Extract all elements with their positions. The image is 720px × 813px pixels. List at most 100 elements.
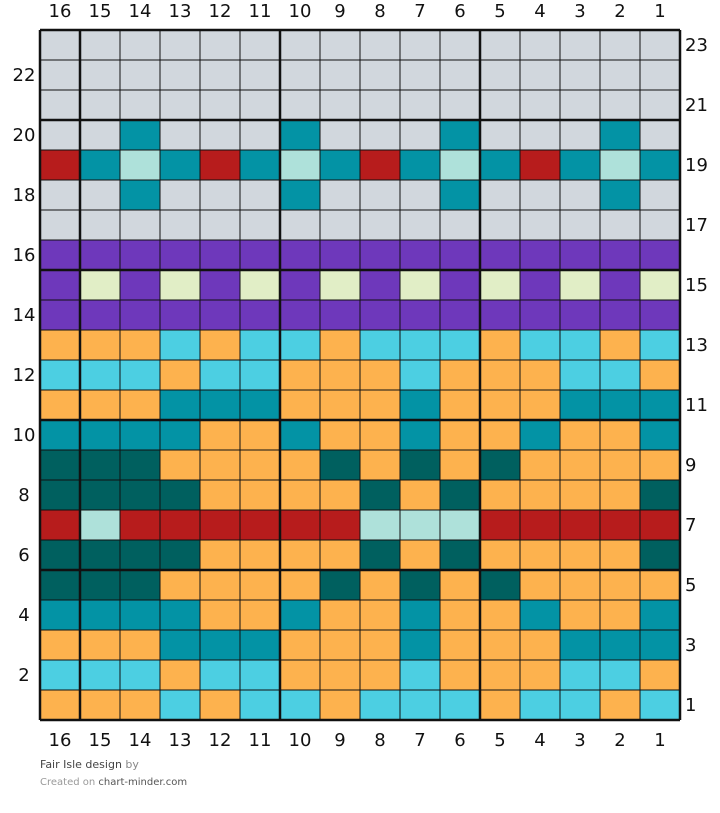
- chart-cell: [400, 390, 440, 420]
- chart-cell: [160, 660, 200, 690]
- row-label: 4: [18, 605, 29, 626]
- row-label: 16: [13, 245, 36, 266]
- column-label: 4: [534, 1, 545, 22]
- chart-cell: [120, 360, 160, 390]
- chart-cell: [440, 270, 480, 300]
- footer-created-line: Created on chart-minder.com: [40, 777, 187, 788]
- chart-cell: [440, 630, 480, 660]
- chart-cell: [120, 600, 160, 630]
- chart-cell: [200, 60, 240, 90]
- chart-cell: [120, 450, 160, 480]
- chart-cell: [40, 360, 80, 390]
- chart-cell: [40, 660, 80, 690]
- chart-cell: [200, 660, 240, 690]
- chart-cell: [600, 180, 640, 210]
- chart-cell: [480, 480, 520, 510]
- chart-cell: [600, 540, 640, 570]
- column-label: 11: [249, 1, 272, 22]
- chart-cell: [640, 690, 680, 720]
- chart-cell: [40, 210, 80, 240]
- chart-cell: [520, 390, 560, 420]
- chart-cell: [80, 360, 120, 390]
- footer-design-line: Fair Isle design by: [40, 758, 139, 771]
- chart-cell: [80, 150, 120, 180]
- chart-cell: [360, 690, 400, 720]
- chart-cell: [520, 570, 560, 600]
- chart-cell: [160, 240, 200, 270]
- chart-cell: [320, 90, 360, 120]
- chart-cell: [160, 330, 200, 360]
- column-label: 12: [209, 730, 232, 751]
- chart-cell: [240, 600, 280, 630]
- chart-cell: [40, 510, 80, 540]
- chart-cell: [560, 360, 600, 390]
- chart-cell: [640, 540, 680, 570]
- chart-cell: [40, 60, 80, 90]
- chart-cell: [640, 600, 680, 630]
- chart-cell: [520, 600, 560, 630]
- chart-cell: [80, 180, 120, 210]
- chart-cell: [640, 450, 680, 480]
- chart-cell: [280, 30, 320, 60]
- chart-cell: [560, 30, 600, 60]
- chart-cell: [400, 360, 440, 390]
- row-label: 13: [685, 335, 708, 356]
- chart-cell: [560, 300, 600, 330]
- chart-cell: [120, 150, 160, 180]
- chart-cell: [280, 510, 320, 540]
- chart-cell: [480, 240, 520, 270]
- row-label: 9: [685, 455, 696, 476]
- chart-cell: [280, 420, 320, 450]
- chart-cell: [360, 330, 400, 360]
- chart-cell: [240, 210, 280, 240]
- chart-cell: [200, 420, 240, 450]
- chart-cell: [480, 450, 520, 480]
- chart-cell: [360, 30, 400, 60]
- chart-cell: [120, 30, 160, 60]
- chart-cell: [480, 180, 520, 210]
- chart-cell: [360, 630, 400, 660]
- chart-cell: [200, 510, 240, 540]
- chart-cell: [560, 600, 600, 630]
- chart-cell: [360, 90, 400, 120]
- column-label: 8: [374, 1, 385, 22]
- row-label: 18: [13, 185, 36, 206]
- chart-cell: [400, 450, 440, 480]
- chart-cell: [360, 420, 400, 450]
- chart-cell: [240, 480, 280, 510]
- chart-cell: [200, 150, 240, 180]
- chart-cell: [640, 30, 680, 60]
- chart-cell: [200, 690, 240, 720]
- chart-cells: [40, 30, 680, 720]
- chart-cell: [240, 450, 280, 480]
- chart-cell: [280, 390, 320, 420]
- chart-cell: [40, 540, 80, 570]
- chart-cell: [280, 90, 320, 120]
- chart-cell: [320, 450, 360, 480]
- chart-cell: [600, 90, 640, 120]
- chart-cell: [80, 480, 120, 510]
- chart-cell: [400, 330, 440, 360]
- chart-cell: [200, 480, 240, 510]
- chart-cell: [240, 270, 280, 300]
- chart-cell: [80, 660, 120, 690]
- chart-cell: [400, 600, 440, 630]
- chart-cell: [160, 510, 200, 540]
- chart-cell: [240, 630, 280, 660]
- site-link[interactable]: chart-minder.com: [98, 777, 188, 788]
- chart-cell: [40, 330, 80, 360]
- row-label: 10: [13, 425, 36, 446]
- chart-cell: [400, 150, 440, 180]
- chart-cell: [400, 690, 440, 720]
- chart-cell: [400, 480, 440, 510]
- chart-cell: [280, 240, 320, 270]
- chart-cell: [480, 570, 520, 600]
- row-label: 6: [18, 545, 29, 566]
- design-by: by: [125, 758, 139, 771]
- chart-cell: [440, 300, 480, 330]
- chart-cell: [400, 660, 440, 690]
- chart-cell: [600, 120, 640, 150]
- chart-cell: [240, 150, 280, 180]
- chart-cell: [80, 390, 120, 420]
- chart-cell: [240, 420, 280, 450]
